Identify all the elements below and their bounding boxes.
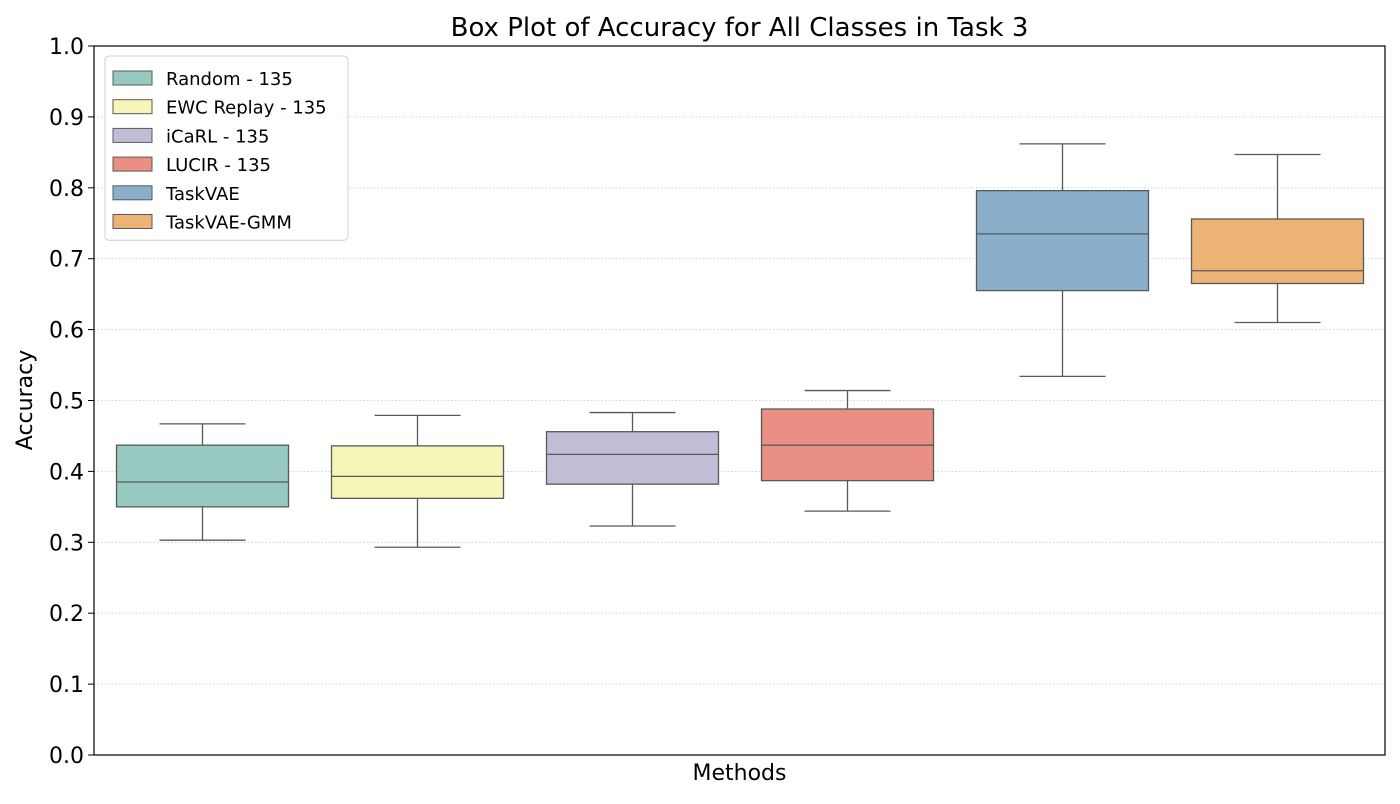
x-axis-label: Methods <box>693 761 787 786</box>
box-iqr <box>1190 218 1365 285</box>
y-tick-label: 0.3 <box>49 531 84 556</box>
legend: Random - 135 EWC Replay - 135 iCaRL - 135 L… <box>104 55 349 241</box>
legend-label: TaskVAE-GMM <box>165 213 292 234</box>
y-tick-label: 0.7 <box>49 248 84 273</box>
legend-label: TaskVAE <box>165 184 240 205</box>
y-tick-label: 0.9 <box>49 106 84 131</box>
legend-label: EWC Replay - 135 <box>166 98 327 119</box>
chart-title: Box Plot of Accuracy for All Classes in … <box>451 13 1029 43</box>
box-group <box>760 389 935 512</box>
legend-label: iCaRL - 135 <box>166 126 269 147</box>
y-tick-label: 0.5 <box>49 390 84 415</box>
legend-swatch <box>112 156 153 172</box>
box-group <box>330 414 505 548</box>
box-group <box>975 143 1150 378</box>
legend-label: LUCIR - 135 <box>166 155 271 176</box>
legend-swatch <box>112 99 153 115</box>
y-tick-label: 0.8 <box>49 177 84 202</box>
y-tick-label: 0.2 <box>49 602 84 627</box>
box-iqr <box>115 444 290 508</box>
grid-layer <box>94 116 1385 685</box>
y-tick-label: 1.0 <box>49 35 84 60</box>
y-tick-label: 0.1 <box>49 673 84 698</box>
legend-frame <box>104 55 349 241</box>
y-axis-ticks: 0.0 0.1 0.2 0.3 0.4 0.5 0.6 0.7 0.8 0.9 1.0 <box>49 35 94 769</box>
box-group <box>545 411 720 527</box>
y-tick-label: 0.4 <box>49 460 84 485</box>
y-axis-label: Accuracy <box>13 350 38 450</box>
box-group <box>1190 153 1365 324</box>
legend-swatch <box>112 70 153 86</box>
box-iqr <box>545 431 720 485</box>
box-iqr <box>330 445 505 499</box>
legend-swatch <box>112 214 153 229</box>
box-layer <box>115 143 1365 548</box>
legend-swatch <box>112 185 153 201</box>
box-group <box>115 423 290 541</box>
y-tick-label: 0.0 <box>49 744 84 769</box>
box-iqr <box>975 189 1150 292</box>
y-tick-label: 0.6 <box>49 319 84 344</box>
legend-label: Random - 135 <box>166 69 293 90</box>
legend-swatch <box>112 127 153 143</box>
